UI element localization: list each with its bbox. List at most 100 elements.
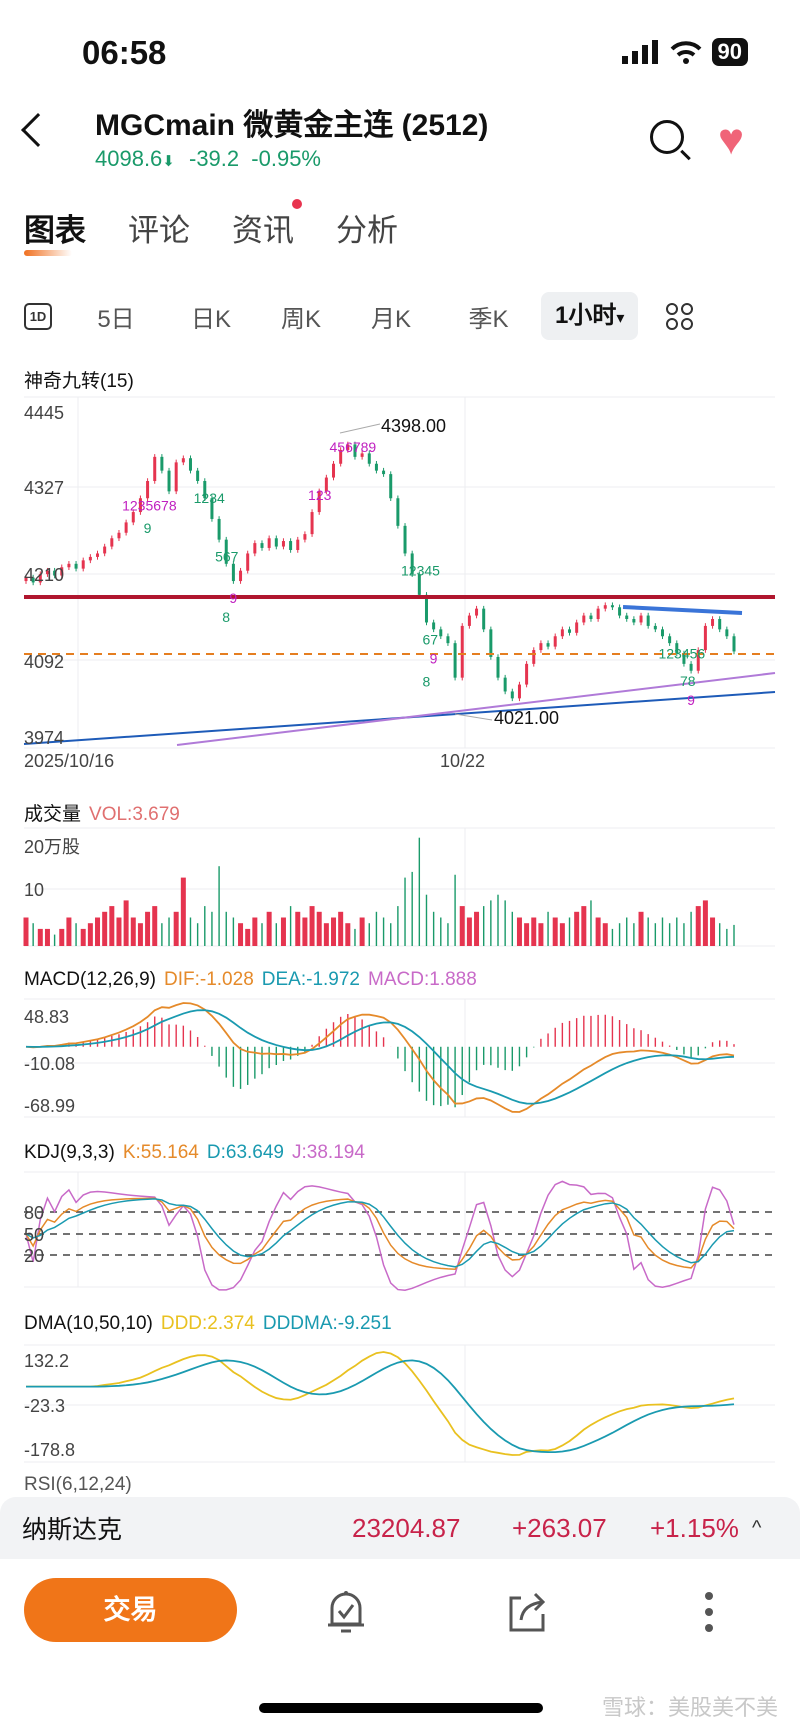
tab-analysis[interactable]: 分析: [336, 213, 398, 248]
volume-bar: [482, 906, 485, 946]
chevron-up-icon[interactable]: ^: [752, 1516, 762, 1539]
candle-body: [682, 653, 686, 664]
kdj-j-line: [25, 1180, 735, 1292]
candle-body: [467, 615, 471, 626]
volume-bar: [516, 917, 522, 946]
volume-bar: [382, 917, 385, 946]
candle-body: [231, 563, 235, 582]
tab-chart[interactable]: 图表: [24, 205, 86, 256]
candle-body: [339, 449, 343, 464]
volume-bar: [87, 923, 93, 946]
volume-bar: [552, 917, 558, 946]
candle-body: [181, 458, 185, 463]
volume-bar: [411, 871, 413, 946]
nine-turn-label: 567: [215, 549, 239, 565]
volume-bar: [695, 906, 701, 946]
volume-bar: [80, 928, 86, 946]
share-icon[interactable]: [505, 1590, 549, 1634]
candle-body: [382, 470, 386, 475]
volume-bar: [440, 917, 442, 946]
dma-series: [26, 1351, 735, 1456]
volume-bar: [152, 906, 158, 946]
period-month[interactable]: 月K: [370, 305, 411, 333]
home-indicator: [259, 1703, 543, 1713]
intraday-1d-icon[interactable]: 1D: [24, 302, 52, 330]
period-selector: 1D 5日 日K 周K 月K 季K 1小时▾: [24, 292, 776, 340]
grid-layout-icon[interactable]: [666, 302, 694, 330]
period-5d[interactable]: 5日: [97, 305, 135, 333]
volume-bar: [668, 923, 671, 946]
candle-body: [653, 625, 657, 630]
volume-bar: [432, 911, 435, 946]
volume-bar: [59, 928, 65, 946]
caret-down-icon: ▾: [616, 310, 625, 327]
trade-button[interactable]: 交易: [24, 1578, 237, 1642]
nine-turn-label: 9: [229, 590, 237, 606]
candle-body: [60, 567, 64, 576]
chart-canvas[interactable]: 4398.00 4021.00 4445 4327 4210 4092 3974…: [0, 0, 800, 1497]
nine-turn-label: 8: [222, 609, 230, 625]
macd-dea-line: [25, 1009, 735, 1105]
volume-bar: [95, 917, 101, 946]
candle-body: [81, 560, 85, 569]
candle-body: [353, 444, 357, 457]
nine-turn-label: 8: [422, 673, 430, 689]
candle-body: [160, 456, 164, 471]
y-tick: 4445: [24, 403, 64, 423]
candle-body: [589, 615, 593, 620]
candle-body: [689, 663, 693, 671]
period-quarter[interactable]: 季K: [468, 305, 509, 333]
volume-bar: [368, 923, 370, 946]
macd-y-tick: -68.99: [24, 1096, 75, 1116]
volume-bar: [595, 917, 601, 946]
period-1h-dropdown[interactable]: 1小时▾: [541, 292, 639, 340]
y-tick: 4092: [24, 652, 64, 672]
favorite-heart-icon[interactable]: ♥: [718, 115, 745, 164]
price-change: -39.2: [189, 146, 240, 171]
volume-bar: [733, 924, 735, 946]
volume-bar: [161, 923, 163, 946]
trendline-purple: [176, 672, 776, 746]
volume-bar: [524, 923, 530, 946]
nine-turn-label: 9: [144, 520, 152, 536]
volume-bar: [238, 923, 244, 946]
candle-body: [639, 615, 643, 623]
page-title: MGCmain 微黄金主连 (2512): [95, 109, 489, 142]
volume-bar: [397, 906, 399, 946]
period-day[interactable]: 日K: [190, 305, 231, 333]
index-ticker-bar[interactable]: 纳斯达克 23204.87 +263.07 +1.15% ^: [0, 1497, 800, 1559]
candle-body: [239, 570, 243, 582]
candle-body: [646, 615, 650, 626]
macd-dif-line: [25, 1002, 735, 1113]
status-time: 06:58: [82, 34, 167, 71]
candle-body: [281, 541, 285, 547]
macd-label: MACD(12,26,9): [24, 969, 156, 990]
volume-bar: [23, 917, 29, 946]
candle-body: [367, 453, 371, 464]
dma-label: DMA(10,50,10): [24, 1313, 153, 1334]
candle-body: [403, 525, 407, 554]
dma-y-tick: -178.8: [24, 1440, 75, 1460]
candle-body: [575, 622, 579, 633]
dma-y-tick: -23.3: [24, 1396, 65, 1416]
volume-title: 成交量 VOL:3.679: [24, 799, 180, 826]
volume-bar: [626, 917, 628, 946]
price-change-pct: -0.95%: [251, 146, 321, 171]
more-options-icon[interactable]: [703, 1590, 715, 1634]
search-icon[interactable]: [650, 120, 684, 154]
volume-bar: [204, 906, 206, 946]
candle-body: [703, 625, 707, 651]
volume-bar: [474, 911, 480, 946]
tab-news-label: 资讯: [232, 213, 294, 248]
candle-body: [675, 643, 679, 654]
candle-body: [274, 538, 278, 547]
volume-bar: [218, 866, 220, 946]
nine-turn-label: 9: [430, 650, 438, 666]
candle-body: [539, 643, 543, 651]
tab-comments[interactable]: 评论: [128, 213, 190, 248]
volume-bar: [173, 911, 179, 946]
price-alert-bell-icon[interactable]: [324, 1588, 368, 1634]
main-y-axis: 4445 4327 4210 4092 3974 2025/10/16 10/2…: [24, 403, 485, 771]
period-week[interactable]: 周K: [280, 305, 321, 333]
tab-news[interactable]: 资讯: [232, 199, 302, 250]
